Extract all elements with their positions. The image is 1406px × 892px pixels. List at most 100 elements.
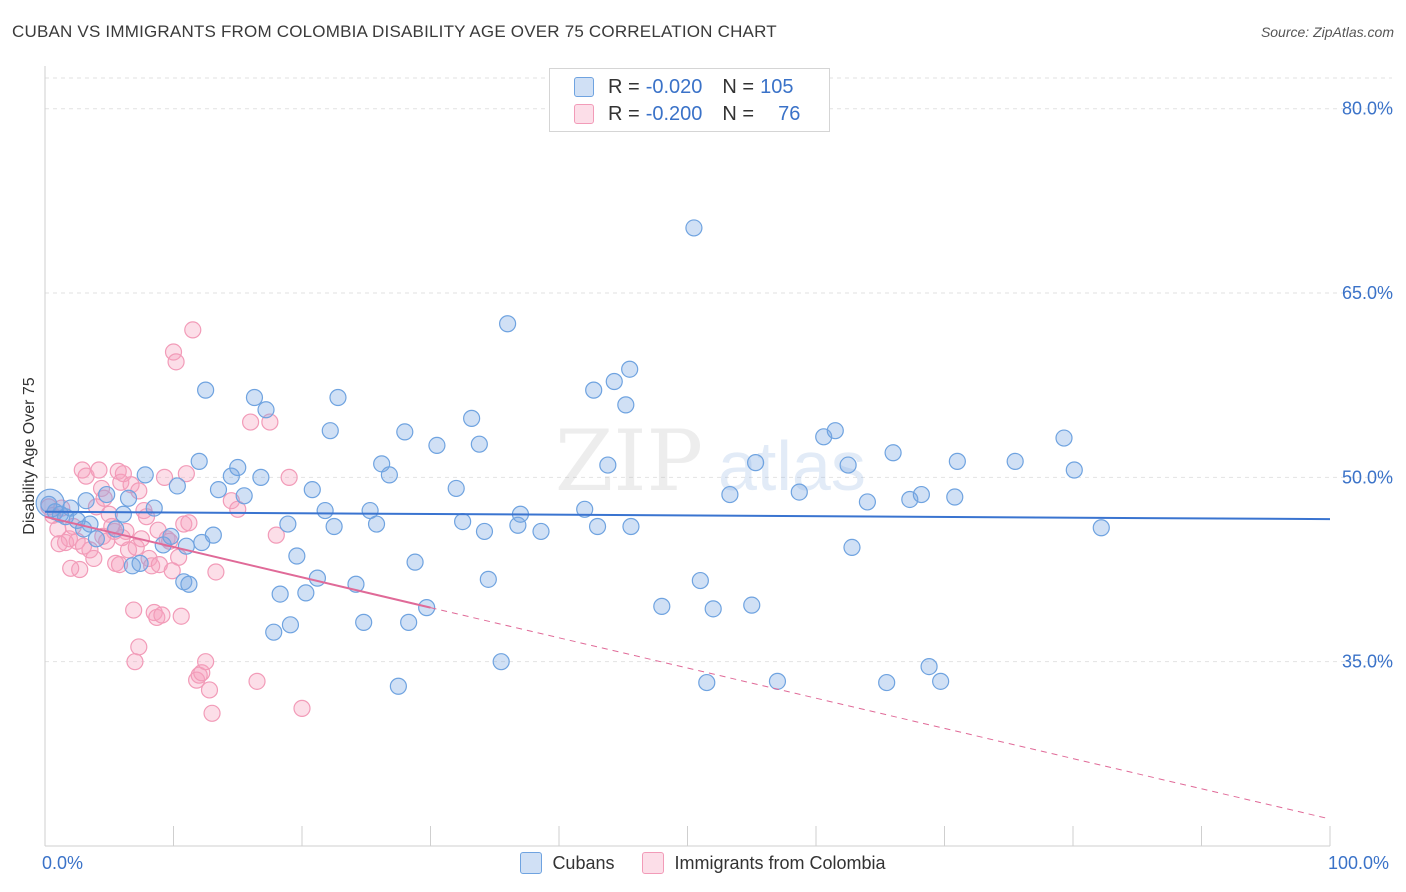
cubans-point (180, 575, 198, 593)
cubans-point (492, 653, 510, 671)
colombia-point (197, 653, 215, 671)
y-axis-label: Disability Age Over 75 (21, 377, 38, 535)
axes (44, 66, 1331, 847)
cubans-point (499, 315, 517, 333)
trend-lines (44, 510, 1331, 820)
cubans-point (428, 436, 446, 455)
cubans-point (509, 516, 527, 534)
colombia-point (153, 606, 171, 624)
cubans-point (946, 488, 964, 506)
legend-r-label: R = (608, 102, 640, 125)
cubans-point (912, 485, 930, 504)
colombia-point (267, 526, 285, 544)
cubans-point (308, 569, 327, 587)
y-tick-label: 50.0% (1342, 467, 1393, 487)
legend-n-label: N = (722, 75, 755, 98)
colombia-point (207, 563, 225, 581)
legend-item-cubans: Cubans (520, 852, 614, 874)
cubans-point (576, 500, 594, 518)
colombia-point (167, 353, 185, 371)
cubans-point (81, 515, 99, 533)
colombia-point (193, 664, 211, 682)
legend-label-colombia: Immigrants from Colombia (674, 852, 886, 873)
cubans-point (279, 515, 297, 533)
cubans-point (454, 512, 472, 531)
colombia-point (222, 492, 240, 510)
colombia-points (40, 321, 311, 722)
cubans-point (367, 515, 386, 533)
cubans-point (329, 388, 347, 407)
colombia-point (125, 601, 143, 619)
cubans-point (288, 547, 306, 565)
source-label: Source: ZipAtlas.com (1260, 24, 1394, 40)
cubans-point (197, 381, 215, 399)
y-tick-labels: 35.0% 50.0% 65.0% 80.0% (1342, 99, 1393, 672)
cubans-point (1065, 461, 1083, 479)
cubans-point (704, 600, 722, 618)
cubans-point (605, 372, 623, 391)
colombia-trend-extension (430, 607, 1331, 820)
cubans-point (470, 435, 488, 453)
series-legend: Cubans Immigrants from Colombia (0, 852, 1406, 874)
y-tick-label: 65.0% (1342, 283, 1393, 303)
legend-item-colombia: Immigrants from Colombia (642, 852, 886, 874)
cubans-point (136, 466, 154, 484)
cubans-point (396, 423, 414, 441)
cubans-point (463, 409, 481, 427)
cubans-point (209, 481, 228, 499)
gridlines (45, 77, 1392, 663)
cubans-point (621, 360, 639, 378)
cubans-point (303, 481, 321, 499)
colombia-point (62, 559, 80, 577)
legend-swatch-pink (574, 104, 594, 124)
cubans-point (355, 613, 373, 631)
cubans-point (685, 219, 703, 237)
cubans-point (585, 381, 603, 399)
cubans-point (843, 538, 861, 557)
stats-legend: R = -0.020 N = 105 R = -0.200 N = 76 (549, 68, 830, 132)
cubans-point (271, 585, 289, 603)
colombia-point (126, 653, 144, 671)
cubans-point (119, 489, 138, 507)
colombia-trend-line (44, 515, 431, 609)
cubans-point (475, 522, 494, 541)
legend-swatch-blue (520, 852, 543, 874)
cubans-point (599, 456, 617, 474)
cubans-point (479, 570, 497, 588)
colombia-point (71, 560, 89, 579)
cubans-trend-line (44, 510, 1331, 521)
cubans-point (622, 517, 640, 536)
cubans-point (316, 501, 334, 520)
x-tick-label-max: 100.0% (1328, 853, 1390, 873)
legend-row-cubans: R = -0.020 N = 105 (574, 75, 793, 99)
cubans-point (235, 487, 253, 505)
cubans-point (162, 527, 180, 545)
cubans-point (98, 485, 116, 504)
colombia-point (85, 549, 103, 568)
colombia-point (177, 465, 195, 483)
cubans-point (87, 530, 106, 548)
cubans-point (768, 672, 787, 690)
legend-r-value: -0.200 (645, 102, 703, 125)
cubans-point (406, 553, 424, 571)
cubans-point (131, 554, 149, 572)
legend-n-value: 105 (760, 75, 794, 98)
y-tick-label: 80.0% (1342, 99, 1393, 119)
colombia-point (280, 468, 298, 486)
cubans-points (35, 219, 1110, 695)
cubans-point (400, 613, 418, 631)
watermark-zip: ZIP (555, 412, 703, 510)
colombia-point (242, 413, 260, 431)
cubans-point (252, 468, 270, 486)
colombia-point (74, 537, 93, 555)
cubans-point (839, 456, 857, 474)
cubans-point (698, 673, 716, 692)
cubans-point (114, 505, 132, 523)
cubans-point (920, 657, 938, 676)
colombia-point (130, 638, 148, 656)
cubans-point (878, 673, 896, 692)
legend-label-cubans: Cubans (552, 852, 615, 873)
cubans-point (1006, 452, 1024, 470)
legend-n-label: N = (722, 102, 755, 125)
colombia-point (163, 562, 181, 580)
